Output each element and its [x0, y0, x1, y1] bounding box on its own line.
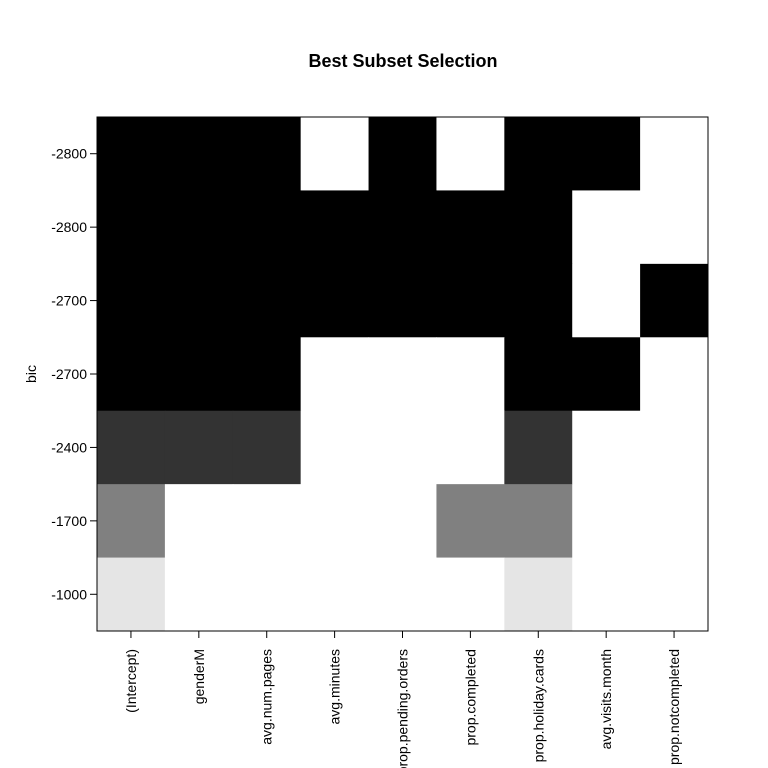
y-tick-label: -1700: [51, 513, 87, 529]
heatmap-cell: [572, 410, 641, 485]
y-tick-label: -2400: [51, 439, 87, 455]
heatmap-cell: [368, 337, 437, 412]
heatmap-cell: [232, 410, 302, 485]
heatmap-cell: [97, 337, 166, 412]
heatmap-cell: [368, 190, 437, 265]
heatmap-cell: [572, 557, 641, 632]
y-tick-label: -2700: [51, 293, 87, 309]
heatmap-cell: [436, 484, 505, 559]
heatmap-cell: [164, 263, 234, 338]
heatmap-cell: [436, 337, 505, 412]
heatmap-cell: [436, 557, 505, 632]
heatmap-cell: [504, 557, 573, 632]
y-tick-label: -1000: [51, 586, 87, 602]
heatmap-cell: [572, 484, 641, 559]
heatmap-cell: [232, 337, 302, 412]
x-tick-label: genderM: [191, 649, 207, 704]
heatmap-cell: [504, 484, 573, 559]
y-axis-label: bic: [23, 365, 39, 383]
y-tick-label: -2700: [51, 366, 87, 382]
heatmap-cell: [232, 263, 302, 338]
heatmap-cell: [504, 410, 573, 485]
x-tick-label: prop.holiday.cards: [530, 649, 546, 762]
heatmap-cell: [97, 263, 166, 338]
heatmap-cell: [640, 117, 709, 191]
heatmap-cell: [368, 263, 437, 338]
heatmap-cell: [640, 263, 709, 338]
y-tick-label: -2800: [51, 146, 87, 162]
heatmap-cell: [640, 337, 709, 412]
heatmap-cell: [300, 337, 370, 412]
heatmap-cell: [300, 190, 370, 265]
heatmap-cell: [640, 410, 709, 485]
heatmap-cell: [97, 484, 166, 559]
heatmap-cell: [97, 410, 166, 485]
x-tick-label: prop.notcompleted: [666, 649, 682, 765]
heatmap-cell: [368, 557, 437, 632]
heatmap-cell: [164, 410, 234, 485]
heatmap-cell: [232, 190, 302, 265]
heatmap-cell: [368, 117, 437, 191]
x-tick-label: avg.num.pages: [259, 649, 275, 745]
heatmap-cell: [97, 557, 166, 632]
heatmap-cell: [436, 117, 505, 191]
heatmap-cell: [300, 263, 370, 338]
heatmap-cell: [368, 484, 437, 559]
heatmap-cell: [572, 337, 641, 412]
heatmap-cell: [164, 117, 234, 191]
heatmap-cell: [504, 190, 573, 265]
heatmap-cell: [572, 117, 641, 191]
heatmap-cell: [164, 337, 234, 412]
heatmap-cell: [504, 337, 573, 412]
x-tick-label: prop.completed: [462, 649, 478, 746]
heatmap-cell: [300, 117, 370, 191]
heatmap-cell: [164, 190, 234, 265]
heatmap-cell: [368, 410, 437, 485]
heatmap-cell: [164, 557, 234, 632]
heatmap-cell: [164, 484, 234, 559]
heatmap-cell: [232, 117, 302, 191]
heatmap-cell: [97, 190, 166, 265]
y-tick-label: -2800: [51, 219, 87, 235]
heatmap-cell: [572, 263, 641, 338]
heatmap-cell: [232, 557, 302, 632]
heatmap-cell: [640, 484, 709, 559]
heatmap-cell: [504, 263, 573, 338]
heatmap-cell: [300, 484, 370, 559]
heatmap-cell: [436, 410, 505, 485]
heatmap-cell: [300, 557, 370, 632]
heatmap-cell: [300, 410, 370, 485]
heatmap-cell: [640, 557, 709, 632]
heatmap-cell: [436, 190, 505, 265]
heatmap-cell: [640, 190, 709, 265]
heatmap-cell: [97, 117, 166, 191]
heatmap-cell: [232, 484, 302, 559]
x-tick-label: avg.visits.month: [598, 649, 614, 749]
x-tick-label: prop.pending.orders: [395, 649, 411, 768]
chart-title: Best Subset Selection: [308, 51, 497, 71]
heatmap-cell: [436, 263, 505, 338]
heatmap-cell: [504, 117, 573, 191]
x-tick-label: (Intercept): [123, 649, 139, 713]
heatmap-cell: [572, 190, 641, 265]
x-tick-label: avg.minutes: [327, 649, 343, 724]
